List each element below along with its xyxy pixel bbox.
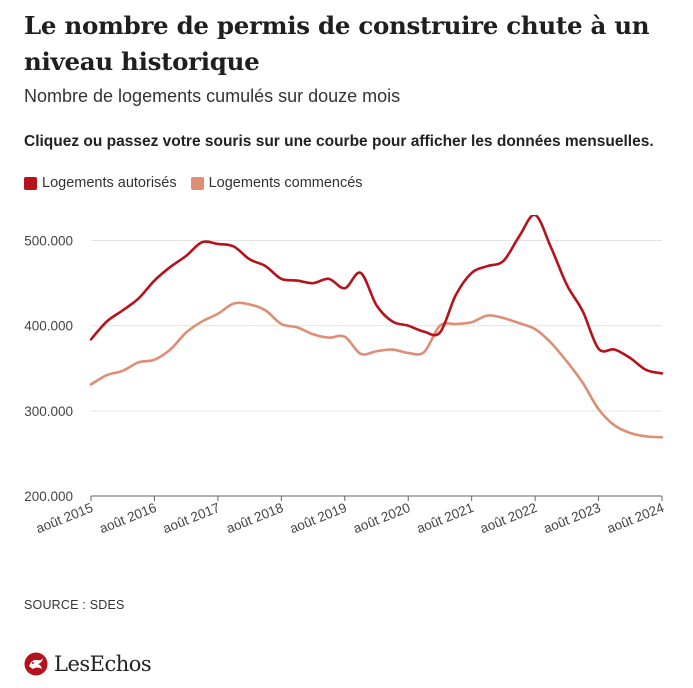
series-line-authorized[interactable] (89, 215, 664, 375)
series-line-started[interactable] (89, 301, 664, 439)
x-tick-label: août 2016 (97, 500, 158, 536)
legend-label-started: Logements commencés (208, 175, 363, 191)
legend-item-authorized[interactable]: Logements autorisés (24, 175, 177, 191)
legend: Logements autorisés Logements commencés (24, 175, 377, 191)
x-tick-label: août 2022 (478, 500, 539, 536)
x-tick-label: août 2015 (34, 500, 95, 536)
chart-subtitle: Nombre de logements cumulés sur douze mo… (24, 86, 401, 106)
legend-swatch-started (190, 176, 204, 190)
logo-text: LesEchos (54, 652, 152, 676)
legend-item-started[interactable]: Logements commencés (190, 175, 363, 191)
x-tick-label: août 2021 (414, 500, 475, 536)
x-tick-label: août 2020 (351, 500, 412, 536)
les-echos-logo-icon (24, 652, 48, 676)
x-tick-label: août 2017 (161, 500, 222, 536)
x-tick-label: août 2024 (605, 500, 667, 537)
x-tick-label: août 2019 (288, 500, 349, 536)
x-tick-label: août 2023 (541, 500, 602, 536)
legend-swatch-authorized (24, 176, 37, 190)
y-tick-label: 400.000 (24, 319, 73, 334)
y-tick-label: 500.000 (24, 234, 73, 249)
chart-instruction: Cliquez ou passez votre souris sur une c… (24, 133, 654, 150)
source-note: SOURCE : SDES (24, 598, 125, 612)
x-tick-label: août 2018 (224, 500, 285, 536)
chart-title: Le nombre de permis de construire chute … (24, 11, 650, 76)
legend-label-authorized: Logements autorisés (42, 175, 177, 191)
les-echos-logo[interactable]: LesEchos (24, 652, 152, 676)
y-tick-label: 200.000 (24, 489, 73, 504)
y-tick-label: 300.000 (24, 404, 73, 419)
